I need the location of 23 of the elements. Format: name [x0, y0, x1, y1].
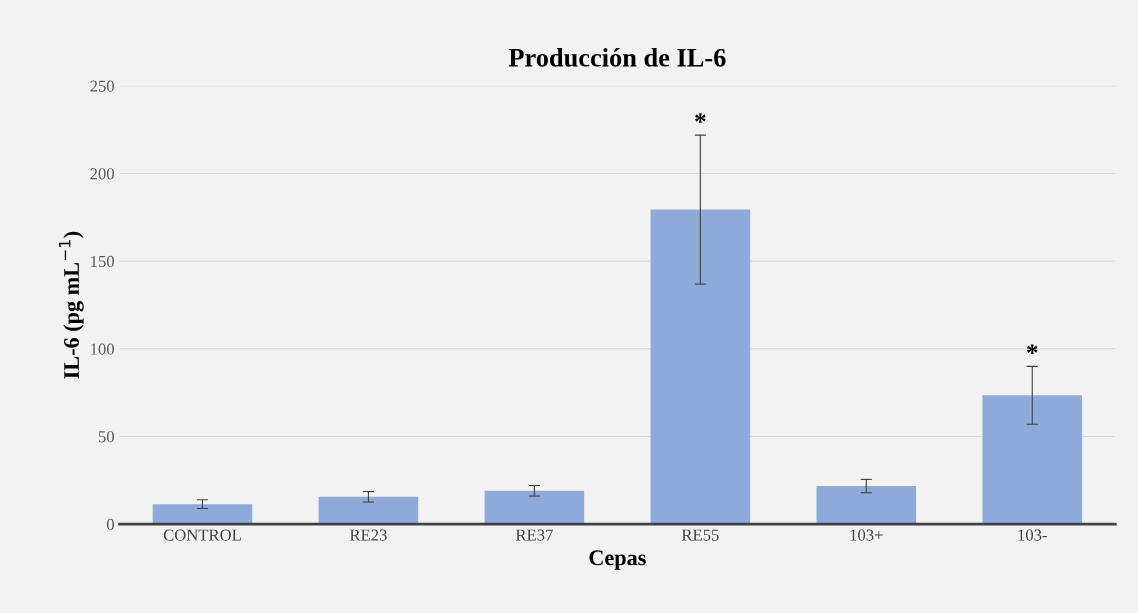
annotation: *	[1027, 344, 1038, 354]
y-tick-label: 200	[90, 168, 114, 180]
annotation: *	[695, 113, 706, 123]
x-tick-label: RE55	[681, 529, 719, 541]
y-tick-label: 50	[98, 431, 114, 443]
y-tick-label: 250	[90, 80, 114, 92]
x-tick-label: RE37	[515, 529, 553, 541]
bar	[982, 395, 1083, 525]
bar	[484, 490, 585, 525]
bar	[650, 209, 751, 525]
x-tick-label: RE23	[349, 529, 387, 541]
x-axis-title: Cepas	[589, 550, 646, 570]
x-tick-label: CONTROL	[163, 529, 241, 541]
y-tick-label: 150	[91, 255, 114, 268]
y-axis-title: IL-6 (pg mL$^{−1}$)	[58, 231, 84, 379]
bar	[152, 504, 253, 525]
chart-title: Producción de IL-6	[508, 48, 726, 67]
bar	[816, 486, 917, 525]
x-tick-label: 103-	[1018, 529, 1047, 541]
y-tick-label: 100	[91, 343, 114, 355]
y-tick-label: 0	[106, 518, 114, 531]
x-tick-label: 103+	[850, 529, 883, 541]
bar	[318, 496, 419, 525]
